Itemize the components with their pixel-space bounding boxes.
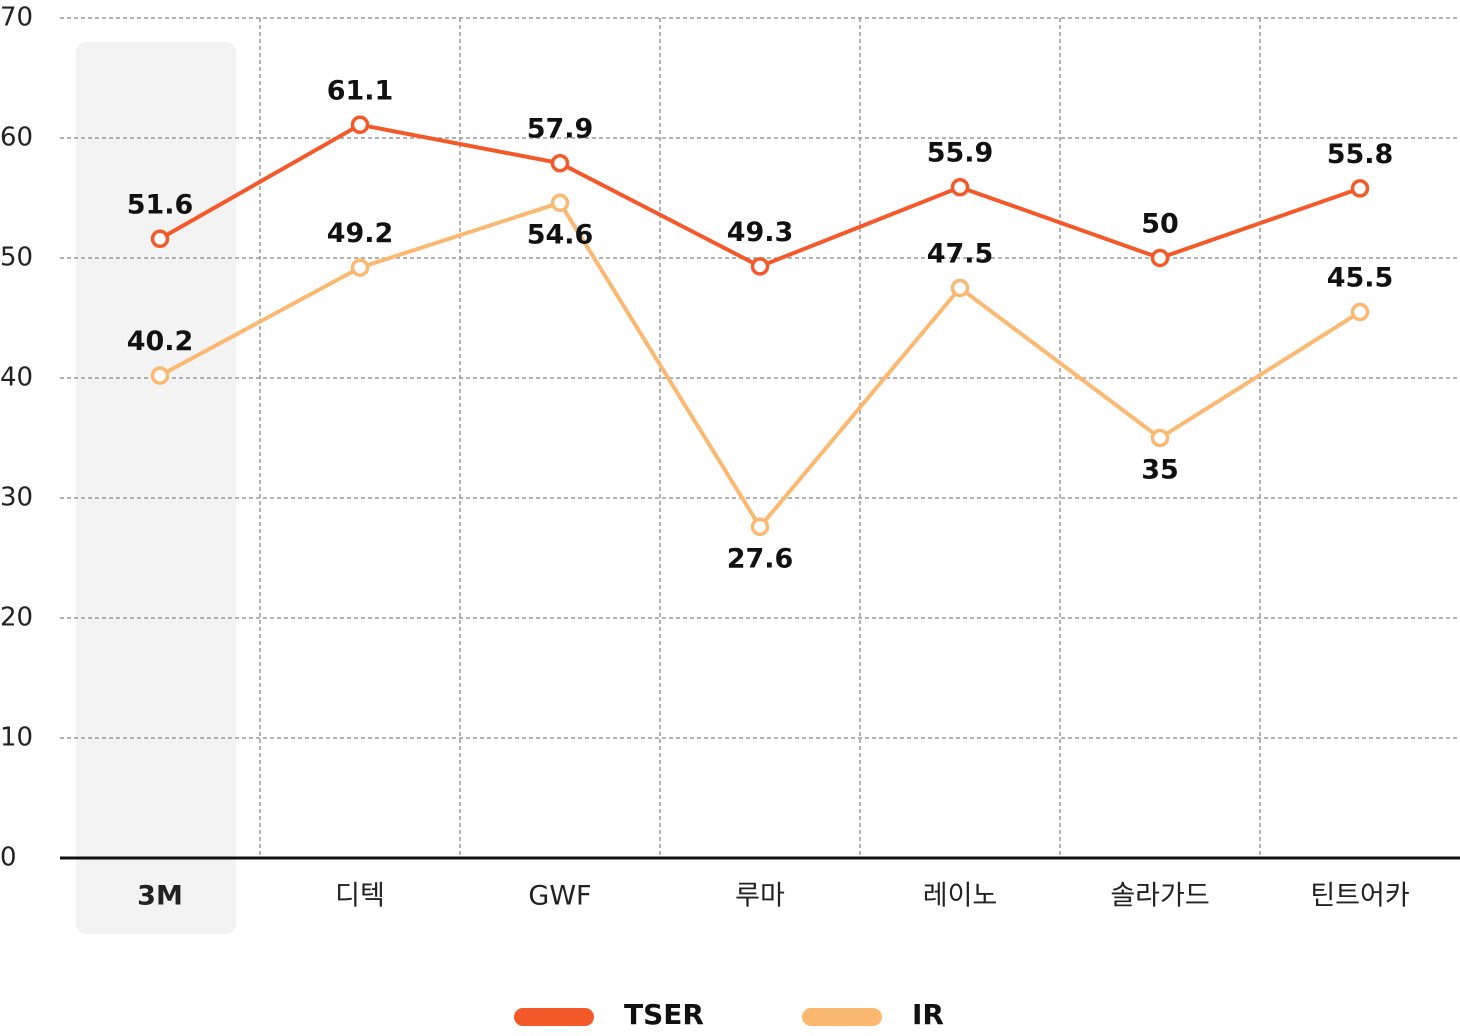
- y-tick-label: 20: [0, 603, 33, 633]
- data-label: 54.6: [527, 219, 594, 250]
- data-label: 61.1: [327, 75, 394, 106]
- y-tick-label: 40: [0, 363, 33, 393]
- data-label: 49.2: [327, 218, 394, 249]
- data-point: [1150, 428, 1170, 448]
- y-tick-label: 10: [0, 723, 33, 753]
- y-tick-label: 60: [0, 123, 33, 153]
- y-tick-label: 70: [0, 3, 33, 33]
- y-tick-label: 0: [0, 843, 17, 873]
- x-tick-label: GWF: [528, 881, 591, 912]
- data-point: [350, 115, 370, 135]
- x-tick-label: 레이노: [923, 881, 998, 912]
- y-tick-label: 50: [0, 243, 33, 273]
- data-label: 35: [1141, 455, 1179, 486]
- x-tick-label: 솔라가드: [1110, 881, 1209, 912]
- data-label: 51.6: [127, 189, 194, 220]
- data-label: 47.5: [927, 239, 994, 270]
- x-tick-label: 디텍: [335, 881, 385, 912]
- x-tick-label: 틴트어카: [1310, 881, 1409, 912]
- x-tick-label: 3M: [137, 881, 183, 912]
- legend-swatch: [802, 1008, 882, 1026]
- legend-label: IR: [912, 998, 944, 1031]
- legend-label: TSER: [624, 998, 704, 1031]
- data-label: 57.9: [527, 114, 594, 145]
- data-label: 45.5: [1327, 263, 1394, 294]
- data-point: [150, 229, 170, 249]
- data-point: [750, 257, 770, 276]
- data-label: 27.6: [727, 543, 794, 574]
- data-point: [550, 193, 570, 213]
- data-point: [150, 366, 170, 385]
- data-point: [1350, 302, 1370, 322]
- x-tick-label: 루마: [735, 881, 785, 912]
- data-point: [1350, 179, 1370, 198]
- data-point: [750, 517, 770, 537]
- data-point: [350, 258, 370, 277]
- data-label: 55.9: [927, 138, 994, 169]
- data-point: [1150, 248, 1170, 268]
- y-tick-label: 30: [0, 483, 33, 513]
- data-point: [950, 177, 970, 197]
- data-label: 40.2: [127, 326, 194, 357]
- data-point: [950, 278, 970, 298]
- legend-swatch: [514, 1008, 594, 1026]
- data-label: 50: [1141, 209, 1179, 240]
- data-point: [550, 153, 570, 173]
- data-label: 49.3: [727, 217, 794, 248]
- highlight-band: [76, 42, 236, 934]
- data-label: 55.8: [1327, 139, 1394, 170]
